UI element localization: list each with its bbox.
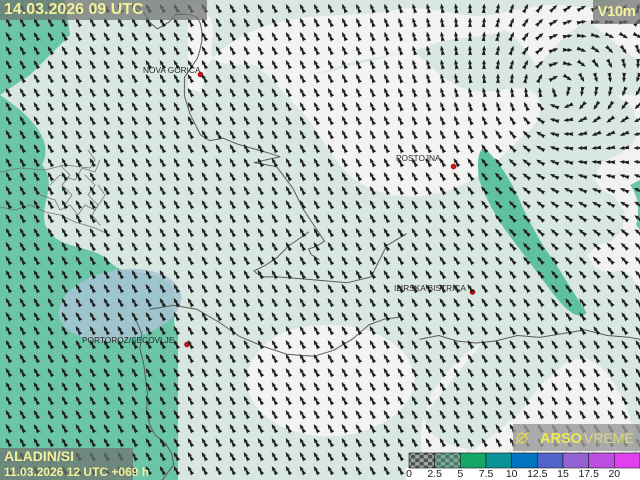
svg-text:POSTOJNA: POSTOJNA (396, 153, 441, 163)
svg-text:7.5: 7.5 (479, 468, 494, 480)
svg-text:0: 0 (406, 468, 412, 480)
svg-text:12.5: 12.5 (527, 468, 548, 480)
svg-text:10: 10 (506, 468, 518, 480)
svg-text:17.5: 17.5 (578, 468, 599, 480)
svg-text:ARSO: ARSO (540, 431, 582, 447)
svg-text:2.5: 2.5 (427, 468, 442, 480)
svg-text:15: 15 (557, 468, 569, 480)
svg-text:VREME: VREME (584, 430, 634, 446)
svg-text:5: 5 (457, 468, 463, 480)
svg-text:20: 20 (608, 468, 620, 480)
